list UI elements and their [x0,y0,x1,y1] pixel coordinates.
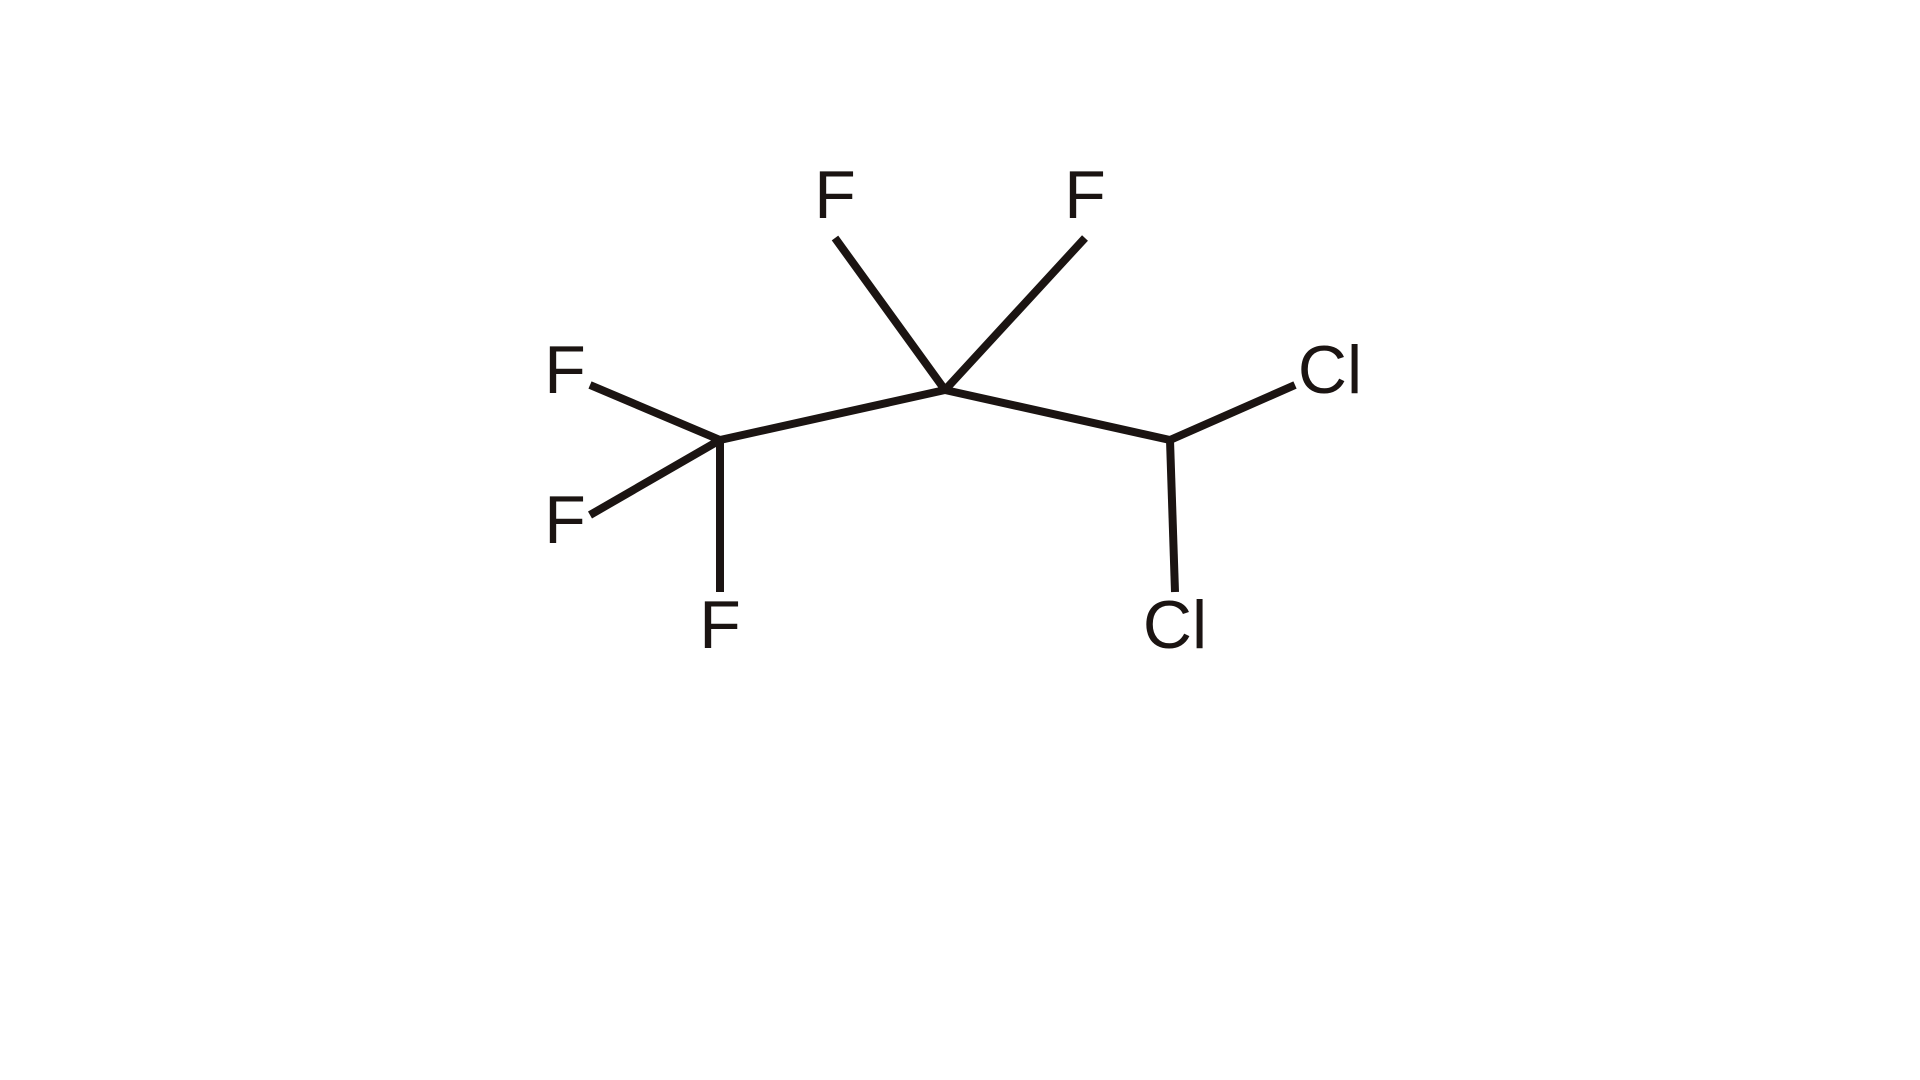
atom-label-cl_bottom: Cl [1143,587,1207,663]
atom-label-f_low_left: F [544,482,586,558]
bond-c2-c3 [945,390,1170,440]
atom-label-f_top_right: F [1064,157,1106,233]
bond-f_top_left [835,238,945,390]
atom-label-f_top_left: F [814,157,856,233]
bond-f_mid_left [590,385,720,440]
bond-cl_bottom [1170,440,1175,592]
molecule-diagram: FFFFFClCl [0,0,1920,1080]
atom-label-f_bottom: F [699,587,741,663]
bond-c1-c2 [720,390,945,440]
bond-f_low_left [590,440,720,515]
atom-label-f_mid_left: F [544,332,586,408]
bond-f_top_right [945,238,1085,390]
bond-cl_right [1170,385,1295,440]
atom-label-cl_right: Cl [1298,332,1362,408]
